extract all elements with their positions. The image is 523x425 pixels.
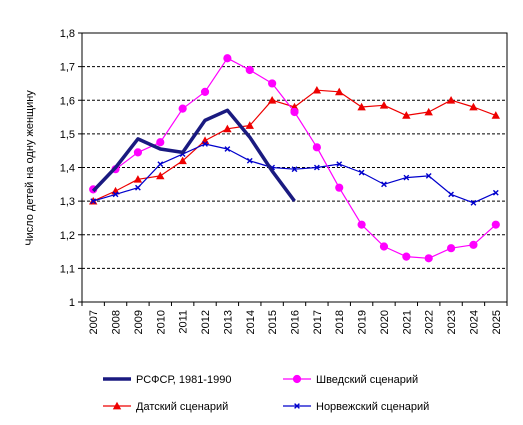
y-tick-label: 1,4 xyxy=(60,163,75,175)
data-point-circle xyxy=(291,108,298,115)
data-point-circle xyxy=(403,253,410,260)
data-point-triangle xyxy=(201,136,209,144)
x-tick-label: 2011 xyxy=(178,310,190,334)
data-point-circle xyxy=(179,105,186,112)
y-tick-label: 1,2 xyxy=(60,230,75,242)
x-tick-label: 2025 xyxy=(491,310,503,334)
data-point-circle xyxy=(293,375,300,382)
x-tick-label: 2018 xyxy=(334,310,346,334)
data-point-circle xyxy=(201,88,208,95)
x-tick-label: 2023 xyxy=(446,310,458,334)
x-tick-label: 2022 xyxy=(424,310,436,334)
x-tick-label: 2019 xyxy=(357,310,369,334)
x-tick-label: 2014 xyxy=(245,310,257,334)
legend-label: Норвежский сценарий xyxy=(316,401,429,413)
x-tick-label: 2015 xyxy=(267,310,279,334)
data-point-circle xyxy=(336,184,343,191)
data-point-circle xyxy=(380,243,387,250)
legend-label: Датский сценарий xyxy=(136,401,228,413)
legend-label: РСФСР, 1981-1990 xyxy=(136,374,231,386)
y-axis-ticks: 1 1,1 1,2 1,3 1,4 1,5 1,6 1,7 1,8 xyxy=(60,28,82,309)
data-point-circle xyxy=(269,80,276,87)
data-point-circle xyxy=(470,241,477,248)
x-tick-label: 2013 xyxy=(222,310,234,334)
grid-lines xyxy=(82,67,507,269)
data-point-circle xyxy=(447,245,454,252)
y-tick-label: 1,8 xyxy=(60,28,75,40)
data-point-circle xyxy=(492,221,499,228)
data-point-triangle xyxy=(313,86,321,94)
legend-item: Шведский сценарий xyxy=(283,374,418,386)
legend-item: Норвежский сценарий xyxy=(283,401,429,413)
data-point-cross xyxy=(493,190,498,195)
data-point-circle xyxy=(246,66,253,73)
series-layer xyxy=(89,55,500,262)
x-tick-label: 2017 xyxy=(312,310,324,334)
x-tick-label: 2012 xyxy=(200,310,212,334)
x-axis-ticks: 2007 2008 2009 2010 2011 2012 2013 2014 2015 2016… xyxy=(82,302,507,334)
series-2 xyxy=(90,55,500,262)
y-axis-title: Число детей на одну женщину xyxy=(24,90,36,246)
data-point-triangle xyxy=(156,172,164,180)
data-point-triangle xyxy=(380,101,388,109)
y-tick-label: 1 xyxy=(69,297,75,309)
data-point-circle xyxy=(224,55,231,62)
y-tick-label: 1,1 xyxy=(60,263,75,275)
series-4 xyxy=(91,142,498,206)
x-tick-label: 2020 xyxy=(379,310,391,334)
legend-item: Датский сценарий xyxy=(103,401,228,413)
data-point-triangle xyxy=(492,111,500,119)
x-tick-label: 2007 xyxy=(88,310,100,334)
x-tick-label: 2016 xyxy=(290,310,302,334)
x-tick-label: 2008 xyxy=(111,310,123,334)
x-tick-label: 2009 xyxy=(133,310,145,334)
data-point-circle xyxy=(313,144,320,151)
y-tick-label: 1,7 xyxy=(60,62,75,74)
legend-label: Шведский сценарий xyxy=(316,374,418,386)
x-tick-label: 2021 xyxy=(401,310,413,334)
y-tick-label: 1,5 xyxy=(60,129,75,141)
x-tick-label: 2010 xyxy=(155,310,167,334)
data-point-circle xyxy=(134,149,141,156)
data-point-triangle xyxy=(425,108,433,116)
data-point-circle xyxy=(157,139,164,146)
series-line xyxy=(93,58,496,258)
data-point-cross xyxy=(158,162,163,167)
y-tick-label: 1,3 xyxy=(60,196,75,208)
legend: РСФСР, 1981-1990 Шведский сценарий Датский… xyxy=(103,374,429,413)
data-point-cross xyxy=(359,170,364,175)
data-point-circle xyxy=(358,221,365,228)
data-point-circle xyxy=(425,255,432,262)
series-line xyxy=(93,144,496,203)
y-tick-label: 1,6 xyxy=(60,95,75,107)
x-tick-label: 2024 xyxy=(468,310,480,334)
legend-item: РСФСР, 1981-1990 xyxy=(103,374,231,386)
